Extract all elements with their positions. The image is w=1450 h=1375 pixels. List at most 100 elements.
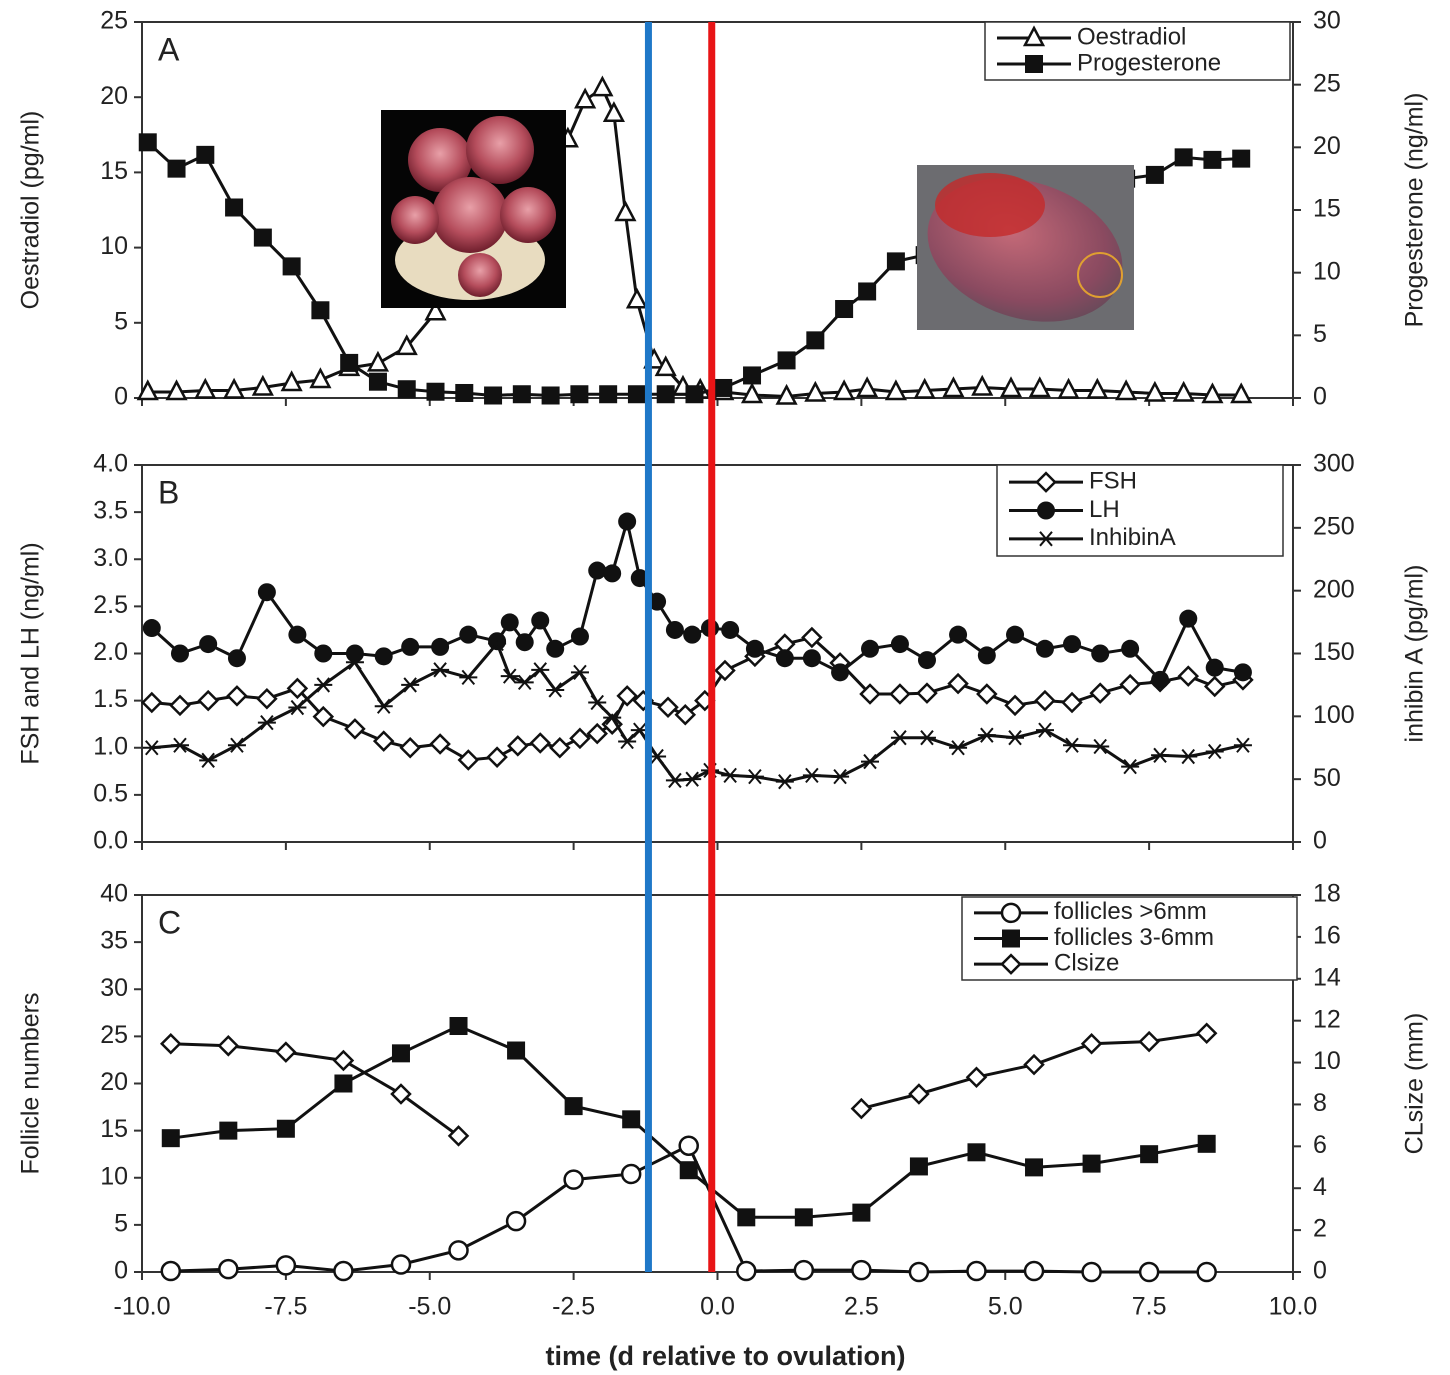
marker	[1179, 748, 1198, 765]
x-tick-label: 2.5	[844, 1293, 879, 1321]
marker	[775, 774, 794, 790]
marker	[563, 1169, 584, 1190]
marker	[1082, 1154, 1101, 1173]
marker	[858, 282, 877, 301]
panel-label: B	[158, 474, 179, 510]
x-tick-label: 0.0	[700, 1293, 735, 1321]
marker	[683, 771, 702, 787]
marker	[804, 380, 827, 402]
marker	[397, 380, 416, 399]
marker	[170, 644, 189, 663]
legend-label: LH	[1089, 496, 1120, 523]
marker	[275, 1255, 297, 1276]
marker	[515, 674, 534, 691]
marker	[455, 383, 474, 402]
marker	[426, 382, 445, 401]
marker	[740, 382, 764, 404]
photo-detail	[408, 128, 472, 192]
marker	[401, 637, 420, 656]
photos	[381, 110, 1134, 330]
y-tick-label: 0	[114, 1257, 128, 1285]
y2-tick-label: 18	[1313, 880, 1341, 908]
marker	[366, 350, 390, 372]
marker	[340, 353, 359, 372]
y-tick-label: 15	[100, 157, 128, 185]
marker	[531, 611, 550, 630]
marker	[142, 740, 161, 756]
y-tick-label: 1.0	[93, 732, 128, 760]
x-axis-label: time (d relative to ovulation)	[545, 1341, 905, 1371]
marker	[1080, 1032, 1103, 1055]
marker	[674, 703, 697, 726]
marker	[1086, 377, 1109, 399]
legend-label: FSH	[1089, 468, 1137, 495]
marker	[850, 1097, 873, 1120]
legend-label: InhibinA	[1089, 524, 1176, 551]
marker	[737, 1208, 756, 1227]
marker	[431, 662, 450, 678]
marker	[169, 694, 191, 717]
series-line	[170, 1024, 1207, 1219]
marker	[1145, 165, 1164, 184]
marker	[227, 649, 246, 668]
marker	[142, 619, 161, 638]
marker	[1197, 1134, 1216, 1153]
y-tick-label: 0	[114, 383, 128, 411]
marker	[488, 635, 507, 652]
photo-detail	[458, 253, 502, 297]
marker	[196, 145, 215, 164]
marker	[448, 1240, 469, 1261]
marker	[586, 722, 608, 745]
legend-label: Progesterone	[1077, 49, 1221, 76]
marker	[714, 378, 733, 397]
marker	[546, 682, 565, 698]
y-tick-label: 3.0	[93, 544, 128, 572]
marker	[1037, 531, 1055, 547]
marker	[1195, 1022, 1218, 1044]
marker	[374, 698, 393, 714]
marker	[141, 691, 163, 714]
x-tick-label: 7.5	[1132, 1293, 1167, 1321]
y2-tick-label: 200	[1313, 575, 1355, 603]
marker	[507, 1041, 526, 1060]
y2-tick-label: 250	[1313, 512, 1355, 540]
marker	[861, 753, 880, 770]
marker	[648, 592, 667, 611]
marker	[1091, 738, 1110, 755]
marker	[570, 664, 589, 681]
y2-tick-label: 4	[1313, 1173, 1327, 1201]
marker	[512, 385, 531, 404]
legend-label: follicles 3-6mm	[1054, 924, 1214, 951]
marker	[1151, 670, 1170, 689]
marker	[976, 683, 998, 705]
marker	[890, 635, 909, 654]
marker	[603, 709, 622, 726]
marker	[656, 385, 675, 404]
marker	[1006, 625, 1025, 644]
y2-tick-label: 6	[1313, 1131, 1327, 1159]
marker	[1089, 682, 1111, 704]
marker	[618, 733, 637, 750]
marker	[372, 730, 395, 752]
marker	[1230, 382, 1253, 404]
y-tick-label: 0.0	[93, 827, 128, 855]
marker	[1233, 737, 1252, 753]
photo-detail	[466, 116, 534, 184]
marker	[1023, 1260, 1045, 1282]
marker	[909, 1157, 928, 1176]
marker	[225, 198, 244, 217]
marker	[1151, 747, 1170, 763]
marker	[138, 133, 157, 152]
marker	[541, 386, 560, 405]
marker	[531, 662, 550, 678]
marker	[223, 377, 246, 399]
marker	[622, 1110, 641, 1129]
marker	[833, 379, 856, 401]
marker	[564, 1097, 583, 1116]
series-line	[151, 640, 1244, 784]
marker	[546, 639, 565, 658]
y-tick-label: 40	[100, 880, 128, 908]
marker	[802, 649, 821, 668]
marker	[227, 737, 246, 753]
